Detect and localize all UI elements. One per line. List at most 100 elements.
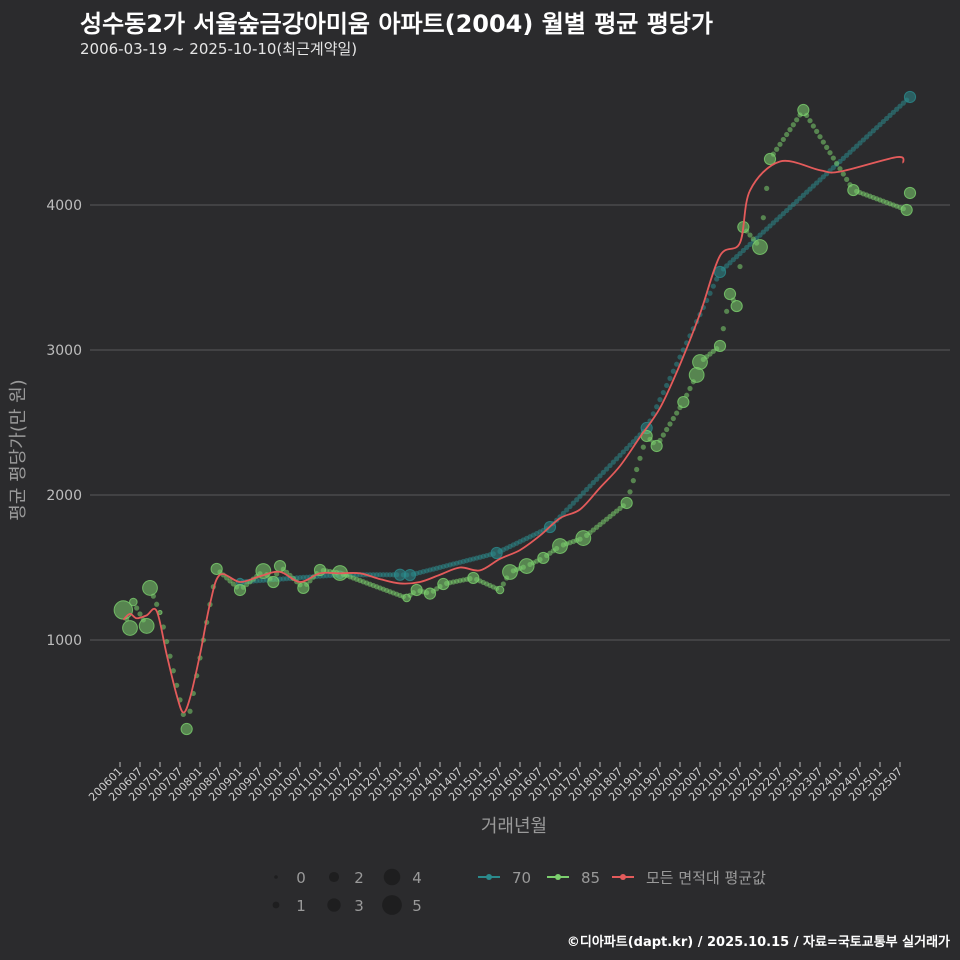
interpolated-point-70: [670, 368, 676, 374]
interpolated-point-85: [634, 466, 640, 473]
interpolated-point-70: [594, 476, 600, 482]
interpolated-point-70: [627, 442, 633, 448]
interpolated-point-70: [850, 146, 856, 152]
interpolated-point-70: [870, 128, 876, 134]
legend-marker-0: [486, 874, 492, 880]
data-point-85: [180, 722, 193, 736]
data-point-85: [688, 367, 705, 383]
interpolated-point-85: [764, 185, 770, 191]
interpolated-point-85: [230, 581, 236, 587]
interpolated-point-70: [797, 195, 803, 201]
data-point-85: [730, 299, 743, 313]
data-point-85: [575, 530, 592, 546]
interpolated-point-70: [787, 204, 793, 211]
interpolated-point-70: [677, 354, 683, 360]
interpolated-point-85: [664, 426, 670, 433]
interpolated-point-85: [174, 682, 180, 688]
interpolated-point-85: [640, 444, 646, 450]
interpolated-point-70: [610, 459, 616, 465]
interpolated-point-85: [637, 455, 643, 461]
data-point-85: [437, 577, 450, 591]
interpolated-point-85: [674, 410, 680, 416]
size-legend-circle: [383, 868, 401, 886]
y-tick-label: 2000: [46, 488, 82, 504]
size-legend-circle: [327, 898, 341, 912]
interpolated-point-85: [750, 236, 756, 242]
interpolated-point-70: [724, 263, 730, 269]
interpolated-point-85: [747, 232, 753, 238]
legend-label: 모든 면적대 평균값: [646, 869, 766, 887]
legend-label: 70: [512, 869, 531, 887]
interpolated-point-85: [830, 155, 836, 161]
interpolated-point-85: [737, 263, 743, 270]
interpolated-point-85: [180, 711, 186, 718]
data-point-85: [900, 203, 913, 217]
interpolated-point-85: [824, 144, 830, 150]
interpolated-point-85: [724, 308, 730, 314]
chart-title: 성수동2가 서울숲금강아미움 아파트(2004) 월별 평균 평당가: [80, 10, 713, 38]
data-point-85: [903, 186, 917, 200]
data-point-70: [903, 90, 917, 104]
interpolated-point-70: [840, 155, 846, 161]
data-point-85: [210, 562, 223, 576]
interpolated-point-70: [607, 462, 613, 469]
size-legend-circle: [272, 901, 280, 909]
interpolated-point-85: [837, 166, 843, 172]
interpolated-point-70: [747, 241, 753, 247]
data-point-85: [467, 571, 480, 585]
data-point-85: [142, 580, 158, 596]
interpolated-point-85: [814, 128, 820, 134]
interpolated-point-70: [657, 397, 663, 403]
interpolated-point-70: [800, 192, 806, 198]
size-legend-label: 1: [296, 897, 306, 915]
size-legend-circle: [274, 875, 278, 879]
interpolated-point-70: [564, 507, 570, 513]
interpolated-point-70: [744, 244, 750, 251]
interpolated-point-70: [617, 452, 623, 458]
size-legend-label: 2: [354, 869, 364, 887]
interpolated-point-70: [614, 456, 620, 462]
size-legend-label: 0: [296, 869, 306, 887]
data-point-85: [620, 496, 633, 510]
interpolated-point-70: [567, 503, 573, 510]
interpolated-point-70: [780, 211, 786, 217]
interpolated-point-70: [897, 103, 903, 109]
footer-credit: ©디아파트(dapt.kr) / 2025.10.15 / 자료=국토교통부 실…: [566, 935, 950, 950]
interpolated-point-85: [687, 385, 693, 392]
size-legend-circle: [382, 895, 402, 915]
data-point-85: [267, 575, 280, 589]
interpolated-point-70: [580, 490, 586, 496]
interpolated-point-70: [764, 226, 770, 232]
interpolated-point-85: [820, 139, 826, 145]
interpolated-point-70: [597, 473, 603, 479]
interpolated-point-85: [134, 605, 140, 611]
interpolated-point-70: [784, 207, 790, 214]
interpolated-point-70: [600, 469, 606, 476]
interpolated-point-70: [880, 118, 886, 125]
interpolated-point-70: [707, 290, 713, 296]
interpolated-point-70: [890, 109, 896, 115]
data-point-70: [490, 546, 503, 560]
size-legend-label: 5: [412, 897, 422, 915]
legend-label: 85: [581, 869, 600, 887]
interpolated-point-70: [887, 112, 893, 118]
y-axis-title: 평균 평당가(만 원): [8, 379, 29, 520]
data-point-85: [518, 558, 535, 574]
interpolated-point-70: [737, 250, 743, 257]
interpolated-point-70: [844, 152, 850, 158]
interpolated-point-70: [804, 189, 810, 195]
interpolated-point-70: [630, 439, 636, 445]
data-point-85: [537, 551, 550, 565]
data-point-85: [650, 439, 663, 453]
interpolated-point-85: [787, 127, 793, 133]
interpolated-point-70: [877, 122, 883, 128]
interpolated-point-70: [757, 232, 763, 238]
data-point-85: [297, 581, 310, 595]
interpolated-point-85: [794, 117, 800, 123]
interpolated-point-85: [817, 134, 823, 140]
interpolated-point-85: [790, 122, 796, 128]
interpolated-point-70: [777, 214, 783, 220]
interpolated-point-70: [854, 143, 860, 149]
